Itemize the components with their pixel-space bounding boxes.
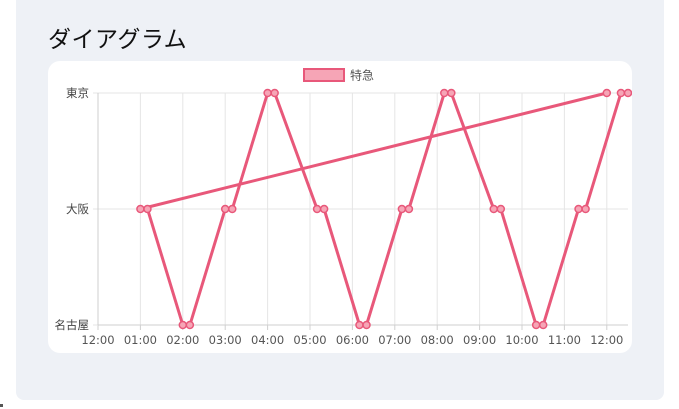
- y-tick-label: 名古屋: [55, 318, 90, 332]
- data-point: [143, 204, 152, 214]
- legend-label: 特急: [350, 68, 374, 83]
- data-point: [496, 204, 506, 214]
- y-tick-label: 東京: [66, 86, 89, 100]
- legend: 特急: [303, 68, 374, 83]
- data-point: [270, 88, 279, 98]
- data-point: [185, 320, 195, 330]
- data-point: [397, 204, 407, 214]
- data-point: [362, 320, 371, 330]
- x-tick-label: 02:00: [166, 333, 199, 347]
- x-tick-label: 04:00: [251, 333, 284, 347]
- x-tick-label: 10:00: [505, 333, 538, 347]
- data-point: [263, 88, 272, 98]
- x-tick-label: 06:00: [336, 333, 369, 347]
- data-point: [447, 88, 456, 98]
- data-point: [489, 204, 498, 214]
- data-point: [531, 320, 541, 330]
- data-point: [404, 204, 414, 214]
- data-point: [440, 88, 449, 98]
- data-point: [574, 204, 583, 214]
- x-tick-label: 09:00: [463, 333, 496, 347]
- data-point: [228, 204, 237, 214]
- x-tick-label: 07:00: [378, 333, 411, 347]
- data-point: [602, 88, 612, 98]
- data-point: [319, 204, 329, 214]
- data-point: [178, 320, 188, 330]
- legend-swatch: [303, 68, 345, 82]
- x-tick-label: 05:00: [293, 333, 326, 347]
- x-tick-label: 08:00: [421, 333, 454, 347]
- diagram-chart: 12:00 01:00 02:00 03:00 04:00 05:00 06:00 07:00…: [55, 68, 632, 347]
- x-tick-label: 11:00: [548, 333, 581, 347]
- data-point: [220, 204, 230, 214]
- data-point: [623, 88, 632, 98]
- chart-card: 12:00 01:00 02:00 03:00 04:00 05:00 06:00 07:00…: [48, 61, 632, 353]
- x-tick-label: 03:00: [209, 333, 242, 347]
- x-tick-label: 12:00: [590, 333, 623, 347]
- data-point: [616, 88, 626, 98]
- corner-mark: [0, 404, 3, 407]
- x-tick-label: 01:00: [124, 333, 157, 347]
- panel-title: ダイアグラム: [48, 27, 188, 53]
- data-point: [312, 204, 322, 214]
- data-point: [581, 204, 590, 214]
- x-tick-label: 12:00: [81, 333, 114, 347]
- y-tick-label: 大阪: [66, 202, 89, 216]
- data-point: [538, 320, 548, 330]
- data-point: [136, 204, 145, 214]
- data-point: [355, 320, 364, 330]
